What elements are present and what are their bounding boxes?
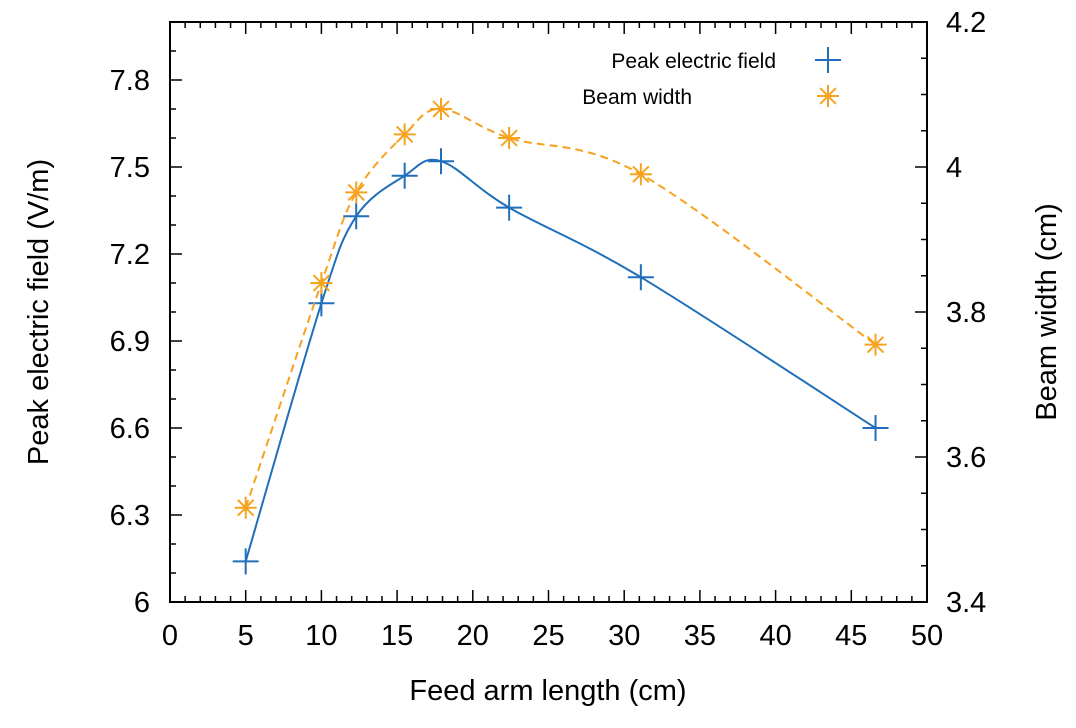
y2-tick-label: 4.2: [946, 7, 986, 39]
series-line-peak-electric-field: [244, 158, 877, 562]
legend: Peak electric field Beam width: [582, 47, 841, 109]
series-beam-width: [234, 98, 887, 519]
x-tick-label: 40: [759, 620, 791, 652]
y-tick-label: 6.3: [110, 500, 150, 532]
legend-marker-beam-width: [817, 85, 839, 107]
data-point: [393, 123, 416, 146]
x-tick-labels: 0 5 10 15 20 25 30 35 40 45 50: [162, 620, 943, 652]
series-line-beam-width: [244, 107, 877, 509]
y2-tick-label: 3.6: [946, 442, 986, 474]
data-point: [345, 181, 368, 204]
series-layer: [232, 98, 889, 575]
y-tick-label: 7.5: [110, 152, 150, 184]
data-point: [310, 272, 333, 294]
y2-tick-label: 3.8: [946, 297, 986, 329]
x-tick-label: 15: [381, 620, 413, 652]
data-point: [498, 127, 521, 149]
x-tick-label: 35: [684, 620, 716, 652]
y-tick-labels: 6 6.3 6.6 6.9 7.2 7.5 7.8: [110, 65, 150, 619]
y2-tick-label: 3.4: [946, 587, 986, 619]
y2-tick-labels: 3.4 3.6 3.8 4 4.2: [946, 7, 986, 619]
plot-frame: [169, 21, 928, 603]
x-tick-label: 25: [532, 620, 564, 652]
x-tick-label: 10: [305, 620, 337, 652]
legend-label-beam-width: Beam width: [582, 86, 692, 109]
series-peak-electric-field: [232, 148, 889, 575]
y2-tick-label: 4: [946, 152, 962, 184]
y-tick-label: 6.6: [110, 413, 150, 445]
data-point: [430, 98, 453, 120]
data-point: [864, 333, 887, 356]
x-axis-title: Feed arm length (cm): [409, 675, 686, 707]
legend-label-peak-electric-field: Peak electric field: [611, 50, 776, 73]
y2-axis-title: Beam width (cm): [1031, 203, 1063, 421]
x-tick-label: 30: [608, 620, 640, 652]
x-tick-label: 20: [457, 620, 489, 652]
x-tick-label: 5: [238, 620, 254, 652]
y-tick-label: 6: [134, 587, 150, 619]
axis-ticks: [169, 21, 928, 603]
y-tick-label: 6.9: [110, 326, 150, 358]
x-tick-label: 45: [835, 620, 867, 652]
data-point: [234, 496, 257, 519]
y-tick-label: 7.8: [110, 65, 150, 97]
y-tick-label: 7.2: [110, 239, 150, 271]
y-axis-title: Peak electric field (V/m): [23, 159, 55, 465]
x-tick-label: 50: [911, 620, 943, 652]
x-tick-label: 0: [162, 620, 178, 652]
data-point: [629, 163, 652, 186]
